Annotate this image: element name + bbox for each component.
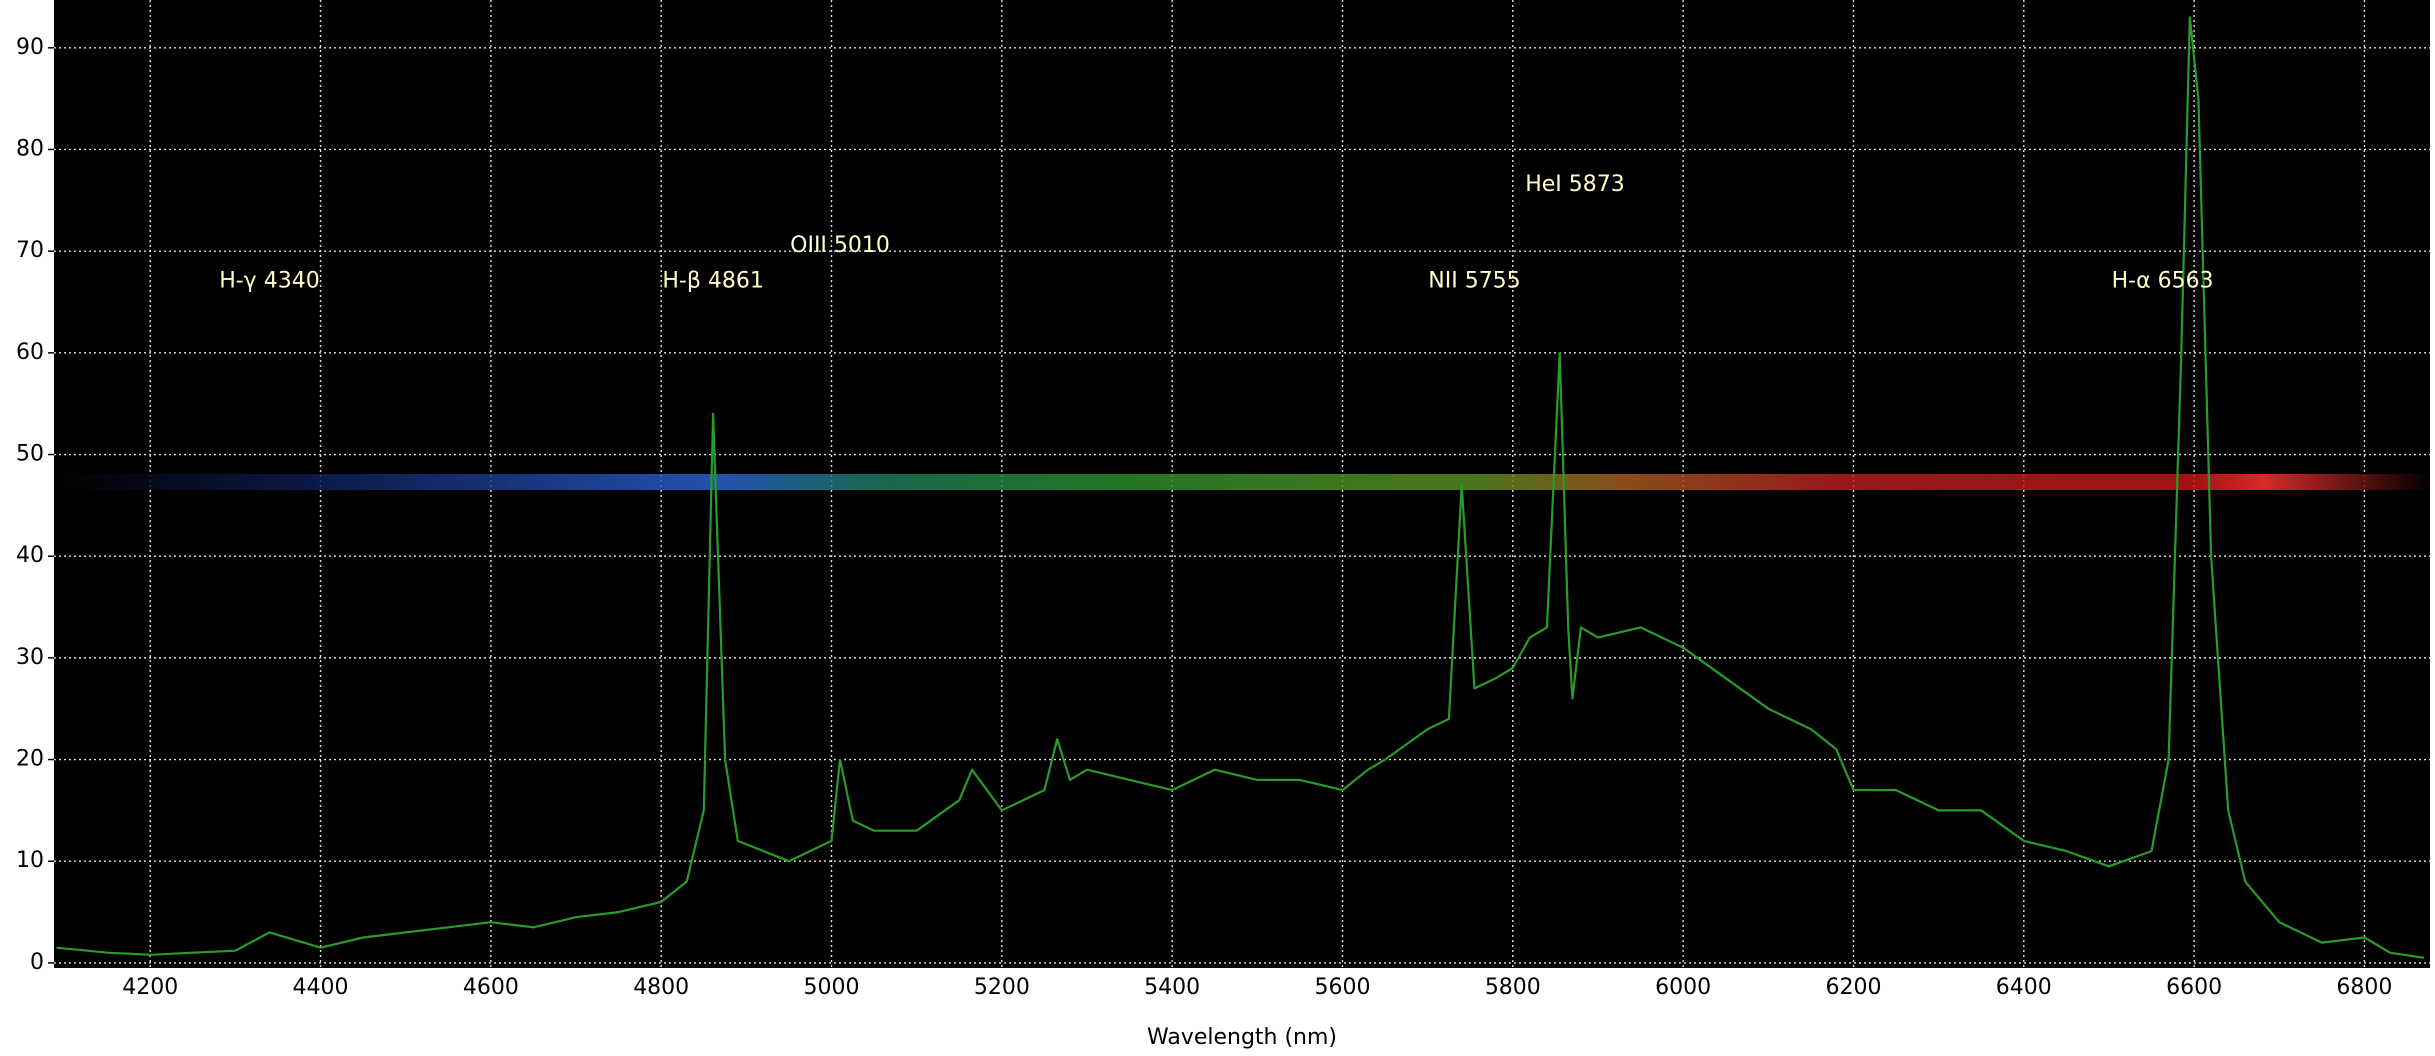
spectrum-line [56,16,2425,959]
y-tick-label: 20 [16,747,44,772]
x-tick-label: 6000 [1655,975,1711,1000]
grid [54,0,2430,968]
x-tick-label: 6800 [2336,975,2392,1000]
x-tick-label: 5600 [1314,975,1370,1000]
x-tick-label: 5800 [1485,975,1541,1000]
annotation: OIII 5010 [790,233,890,258]
x-tick-label: 5400 [1144,975,1200,1000]
y-tick-label: 50 [16,442,44,467]
annotation: H-β 4861 [662,269,764,294]
annotation: H-α 6563 [2112,269,2214,294]
y-tick-label: 90 [16,35,44,60]
y-tick-label: 10 [16,848,44,873]
annotation: NII 5755 [1428,269,1520,294]
x-tick-label: 4600 [463,975,519,1000]
spectrum-strip [54,474,2430,490]
y-tick-label: 40 [16,543,44,568]
annotation: HeI 5873 [1525,172,1625,197]
x-axis-label: Wavelength (nm) [1147,1025,1337,1050]
x-tick-label: 6600 [2166,975,2222,1000]
x-tick-label: 6200 [1825,975,1881,1000]
x-tick-label: 5000 [804,975,860,1000]
y-tick-label: 30 [16,645,44,670]
y-tick-label: 0 [30,950,44,975]
y-tick-label: 60 [16,340,44,365]
y-tick-label: 70 [16,238,44,263]
x-tick-label: 4200 [122,975,178,1000]
marks [56,16,2425,959]
x-tick-label: 6400 [1996,975,2052,1000]
x-tick-label: 4400 [293,975,349,1000]
x-tick-label: 4800 [633,975,689,1000]
y-tick-label: 80 [16,136,44,161]
x-tick-label: 5200 [974,975,1030,1000]
annotation: H-γ 4340 [219,269,319,294]
